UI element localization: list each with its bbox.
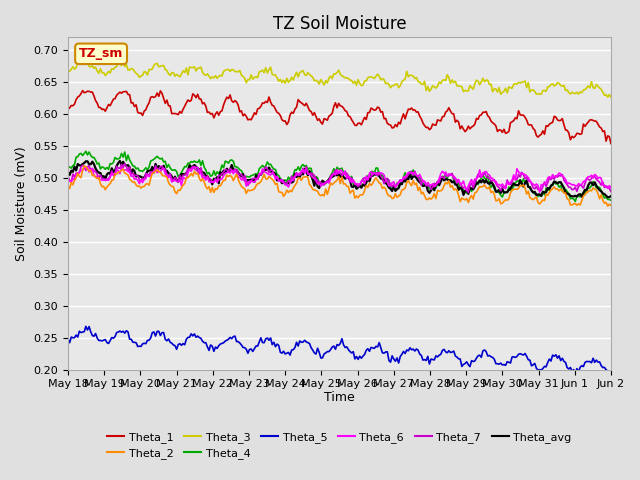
Theta_5 (70, 335, 78, 340)
Theta_avg (510, 180, 518, 186)
Theta_2 (604, 203, 612, 209)
Theta_3 (604, 94, 612, 100)
Theta_7 (121, 161, 129, 167)
Theta_5 (607, 373, 615, 379)
Theta_1 (64, 107, 72, 112)
Theta_4 (572, 199, 579, 204)
Theta_1 (607, 141, 615, 146)
Theta_6 (510, 172, 518, 178)
Theta_5 (371, 346, 378, 351)
Theta_7 (64, 173, 72, 179)
Theta_2 (607, 203, 615, 208)
Theta_7 (511, 175, 519, 180)
Theta_7 (186, 167, 193, 172)
Line: Theta_5: Theta_5 (68, 326, 611, 376)
Theta_3 (228, 67, 236, 72)
Line: Theta_2: Theta_2 (68, 166, 611, 206)
Theta_3 (115, 58, 122, 64)
Theta_7 (518, 169, 525, 175)
Theta_1 (79, 88, 86, 94)
Theta_6 (64, 178, 72, 183)
Theta_1 (516, 112, 524, 118)
Theta_1 (371, 108, 378, 113)
Theta_avg (371, 171, 378, 177)
Theta_4 (186, 160, 193, 166)
Theta_2 (70, 178, 78, 183)
Theta_6 (536, 189, 543, 195)
Theta_4 (228, 157, 236, 163)
Theta_1 (228, 98, 236, 104)
Theta_6 (607, 185, 615, 191)
Theta_avg (70, 164, 78, 169)
Theta_avg (607, 193, 615, 199)
Theta_2 (81, 163, 88, 169)
Line: Theta_3: Theta_3 (68, 61, 611, 97)
Theta_avg (116, 158, 124, 164)
Theta_2 (510, 187, 518, 192)
Theta_3 (510, 81, 518, 87)
Line: Theta_avg: Theta_avg (68, 161, 611, 197)
Theta_4 (510, 183, 518, 189)
Theta_7 (465, 190, 472, 195)
Theta_6 (228, 168, 236, 173)
Theta_7 (371, 170, 378, 176)
Theta_3 (70, 66, 78, 72)
Theta_6 (191, 164, 198, 169)
Theta_6 (371, 170, 378, 176)
Theta_avg (604, 194, 612, 200)
Theta_7 (70, 174, 78, 180)
Theta_3 (186, 64, 193, 70)
Theta_2 (228, 174, 236, 180)
X-axis label: Time: Time (324, 391, 355, 404)
Theta_avg (516, 178, 524, 183)
Theta_5 (82, 324, 90, 329)
Text: TZ_sm: TZ_sm (79, 48, 124, 60)
Theta_4 (82, 148, 90, 154)
Line: Theta_4: Theta_4 (68, 151, 611, 202)
Theta_2 (186, 173, 193, 179)
Theta_3 (516, 80, 524, 86)
Theta_5 (186, 335, 193, 340)
Theta_avg (64, 169, 72, 175)
Theta_4 (371, 171, 378, 177)
Theta_2 (64, 182, 72, 188)
Theta_4 (607, 197, 615, 203)
Theta_7 (228, 168, 236, 173)
Legend: Theta_1, Theta_2, Theta_3, Theta_4, Theta_5, Theta_6, Theta_7, Theta_avg: Theta_1, Theta_2, Theta_3, Theta_4, Thet… (103, 428, 576, 464)
Theta_4 (516, 177, 524, 182)
Theta_3 (64, 67, 72, 73)
Theta_5 (516, 351, 524, 357)
Theta_5 (228, 336, 236, 342)
Title: TZ Soil Moisture: TZ Soil Moisture (273, 15, 406, 33)
Theta_6 (516, 170, 524, 176)
Theta_1 (70, 101, 78, 107)
Theta_avg (228, 162, 236, 168)
Theta_3 (607, 94, 615, 100)
Theta_2 (371, 177, 378, 183)
Theta_6 (70, 177, 78, 183)
Theta_4 (64, 164, 72, 170)
Theta_7 (607, 189, 615, 194)
Theta_6 (184, 170, 192, 176)
Theta_2 (516, 182, 524, 188)
Theta_1 (186, 98, 193, 104)
Theta_5 (510, 354, 518, 360)
Theta_1 (510, 118, 518, 123)
Theta_4 (70, 162, 78, 168)
Y-axis label: Soil Moisture (mV): Soil Moisture (mV) (15, 146, 28, 261)
Line: Theta_7: Theta_7 (68, 164, 611, 192)
Line: Theta_6: Theta_6 (68, 167, 611, 192)
Theta_avg (186, 162, 193, 168)
Theta_5 (64, 336, 72, 342)
Theta_3 (371, 75, 378, 81)
Line: Theta_1: Theta_1 (68, 91, 611, 144)
